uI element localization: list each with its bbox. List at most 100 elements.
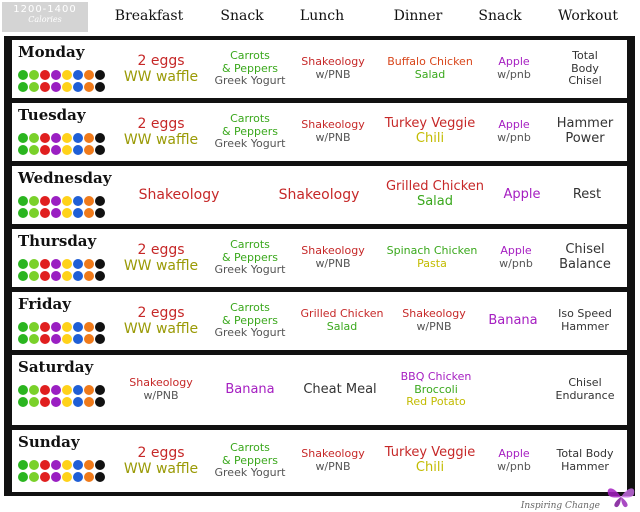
lunch-line: w/PNB bbox=[315, 131, 351, 144]
lunch-line: Shakeology bbox=[278, 186, 360, 203]
portion-dot bbox=[62, 259, 72, 269]
portion-dot bbox=[18, 334, 28, 344]
workout-cell: Chisel Balance bbox=[548, 229, 622, 287]
portion-dot bbox=[62, 82, 72, 92]
lunch-line: w/PNB bbox=[315, 460, 351, 473]
portion-dot bbox=[18, 70, 28, 80]
col-header-workout: Workout bbox=[557, 8, 619, 24]
col-header-snack-1: Snack bbox=[220, 8, 264, 24]
day-label: Tuesday bbox=[18, 106, 86, 124]
portion-dot bbox=[73, 322, 83, 332]
workout-cell: Chisel Endurance bbox=[548, 355, 622, 425]
lunch-line: Grilled Chicken bbox=[300, 307, 384, 321]
portion-dot bbox=[29, 334, 39, 344]
breakfast-cell: 2 eggs WW waffle bbox=[116, 103, 206, 161]
portion-dot bbox=[18, 397, 28, 407]
dinner-line: Chili bbox=[415, 131, 445, 146]
portion-dot bbox=[18, 82, 28, 92]
portion-dot bbox=[51, 397, 61, 407]
workout-line: Hammer bbox=[561, 320, 609, 333]
portion-dots bbox=[18, 133, 108, 157]
portion-dot-row bbox=[18, 385, 108, 396]
breakfast-cell: 2 eggs WW waffle bbox=[116, 430, 206, 492]
breakfast-cell: Shakeology bbox=[124, 166, 234, 224]
snack2-line: w/pnb bbox=[497, 131, 531, 144]
dinner-line: Turkey Veggie bbox=[384, 116, 476, 132]
snack2-line: Apple bbox=[503, 186, 541, 202]
portion-dot bbox=[84, 334, 94, 344]
portion-dot bbox=[73, 145, 83, 155]
portion-dot bbox=[29, 82, 39, 92]
portion-dot-row bbox=[18, 70, 108, 81]
portion-dot bbox=[40, 472, 50, 482]
snack2-line: Apple bbox=[498, 118, 530, 132]
breakfast-line: WW waffle bbox=[123, 321, 199, 337]
portion-dot bbox=[18, 271, 28, 281]
portion-dot bbox=[73, 472, 83, 482]
portion-dot bbox=[29, 397, 39, 407]
portion-dot bbox=[40, 133, 50, 143]
snack2-cell: Apple w/pnb bbox=[486, 430, 542, 492]
portion-dot bbox=[95, 460, 105, 470]
portion-dot bbox=[40, 334, 50, 344]
snack1-line: Carrots bbox=[230, 112, 270, 126]
portion-dot bbox=[84, 472, 94, 482]
col-header-breakfast: Breakfast bbox=[114, 8, 184, 24]
snack2-line: w/pnb bbox=[497, 68, 531, 81]
portion-dot-row bbox=[18, 259, 108, 270]
portion-dot bbox=[18, 259, 28, 269]
lunch-cell: Shakeology w/PNB bbox=[294, 103, 372, 161]
snack1-line: Carrots bbox=[230, 49, 270, 63]
portion-dot bbox=[51, 271, 61, 281]
breakfast-cell: Shakeology w/PNB bbox=[118, 355, 204, 425]
snack2-line: Banana bbox=[488, 312, 538, 328]
snack1-line: Carrots bbox=[230, 238, 270, 252]
portion-dot bbox=[62, 271, 72, 281]
portion-dot bbox=[84, 70, 94, 80]
portion-dot bbox=[62, 385, 72, 395]
snack1-line: & Peppers bbox=[221, 124, 279, 138]
workout-line: Hammer bbox=[561, 460, 609, 473]
portion-dot bbox=[18, 133, 28, 143]
snack1-cell: Banana bbox=[212, 355, 288, 425]
col-header-lunch: Lunch bbox=[299, 8, 345, 24]
day-label: Friday bbox=[18, 295, 71, 313]
snack1-cell: Carrots & Peppers Greek Yogurt bbox=[210, 430, 290, 492]
portion-dot bbox=[29, 385, 39, 395]
dinner-cell: BBQ Chicken Broccoli Red Potato bbox=[390, 355, 482, 425]
dinner-line: Broccoli bbox=[414, 382, 458, 396]
portion-dot bbox=[84, 145, 94, 155]
snack2-cell: Apple bbox=[494, 166, 550, 224]
portion-dot bbox=[95, 322, 105, 332]
portion-dot bbox=[95, 145, 105, 155]
portion-dot bbox=[62, 70, 72, 80]
portion-dot-row bbox=[18, 145, 108, 156]
calorie-badge: 1200-1400 Calories bbox=[2, 2, 88, 32]
col-header-snack-2: Snack bbox=[478, 8, 522, 24]
portion-dot bbox=[51, 385, 61, 395]
portion-dot bbox=[51, 460, 61, 470]
portion-dots bbox=[18, 196, 108, 220]
snack2-line: w/pnb bbox=[497, 460, 531, 473]
snack1-line: Greek Yogurt bbox=[214, 137, 286, 151]
portion-dot bbox=[29, 208, 39, 218]
dinner-line: Grilled Chicken bbox=[385, 179, 484, 195]
portion-dot bbox=[73, 259, 83, 269]
portion-dot bbox=[51, 334, 61, 344]
breakfast-cell: 2 eggs WW waffle bbox=[116, 40, 206, 98]
lunch-line: Shakeology bbox=[301, 118, 365, 132]
portion-dot bbox=[51, 70, 61, 80]
workout-cell: Hammer Power bbox=[548, 103, 622, 161]
portion-dot bbox=[84, 322, 94, 332]
snack2-cell: Banana bbox=[480, 292, 546, 350]
portion-dot-row bbox=[18, 271, 108, 282]
portion-dot-row bbox=[18, 472, 108, 483]
dinner-line: Spinach Chicken bbox=[386, 244, 478, 258]
portion-dot bbox=[51, 208, 61, 218]
portion-dot bbox=[29, 196, 39, 206]
portion-dot bbox=[40, 196, 50, 206]
portion-dot bbox=[18, 208, 28, 218]
workout-line: Endurance bbox=[555, 389, 615, 402]
lunch-line: Shakeology bbox=[301, 55, 365, 69]
lunch-cell: Grilled Chicken Salad bbox=[292, 292, 392, 350]
